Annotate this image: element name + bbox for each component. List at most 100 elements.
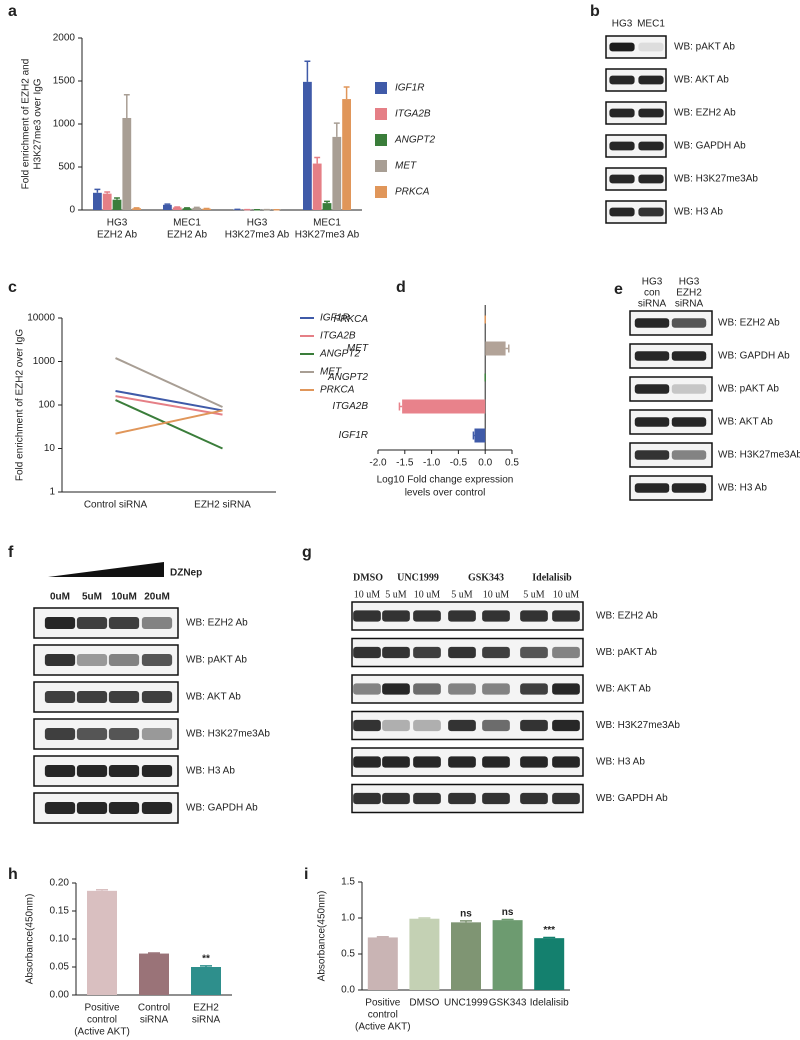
row-label: WB: H3 Ab [718, 483, 767, 494]
error-bar [94, 188, 101, 193]
row-label: WB: EZH2 Ab [186, 618, 248, 629]
y-tick-label: 1 [49, 487, 55, 498]
x-tick-label: GSK343 [489, 998, 527, 1009]
row-label: WB: EZH2 Ab [718, 318, 780, 329]
bar [163, 204, 172, 210]
blot-frame [605, 35, 667, 59]
lane-label: 5 uM [523, 589, 545, 600]
significance: ** [202, 954, 210, 965]
legend-label: IGF1R [395, 83, 424, 94]
band [520, 683, 548, 695]
band [76, 765, 108, 777]
bar [139, 953, 169, 995]
band [413, 683, 441, 695]
band [141, 728, 173, 740]
bar [534, 938, 565, 990]
bar [93, 192, 102, 210]
band [448, 646, 476, 659]
y-tick-label: ANGPT2 [327, 372, 368, 383]
band [609, 207, 635, 217]
bar [172, 207, 182, 210]
panel-letter: c [8, 279, 17, 296]
x-tick-label: EZH2 Ab [167, 230, 207, 241]
row-label: WB: H3K27me3Ab [186, 729, 270, 740]
row-label: WB: H3 Ab [596, 757, 645, 768]
lane-label: 5 uM [385, 589, 407, 600]
y-tick-label: ITGA2B [332, 401, 368, 412]
band [638, 42, 664, 52]
band [552, 610, 580, 622]
band [141, 654, 173, 666]
band [448, 756, 476, 768]
error-bar [114, 197, 120, 200]
band [141, 802, 173, 814]
band [671, 384, 707, 394]
bar [451, 922, 481, 990]
band [108, 802, 140, 814]
error-bar [543, 936, 556, 939]
panel-letter: e [614, 281, 623, 298]
legend-label: ANGPT2 [319, 349, 360, 360]
band [552, 683, 580, 695]
band [552, 719, 580, 732]
error-bar [398, 402, 403, 411]
y-tick-label: IGF1R [339, 430, 368, 441]
panel-letter: h [8, 866, 18, 883]
x-tick-label: MEC1 [313, 218, 341, 229]
lane-label: 5 uM [451, 589, 473, 600]
significance: ns [460, 909, 472, 920]
band [609, 174, 635, 184]
band [671, 351, 707, 361]
bar [191, 967, 221, 995]
y-tick-label: 1000 [53, 119, 76, 130]
band [353, 683, 381, 695]
row-label: WB: H3K27me3Ab [718, 450, 800, 461]
x-tick-label: Control siRNA [84, 500, 148, 511]
error-bar [123, 94, 130, 118]
row-label: WB: AKT Ab [674, 75, 729, 86]
band [638, 174, 664, 184]
x-tick-label: EZH2 Ab [97, 230, 137, 241]
y-tick-label: 0.05 [50, 962, 70, 973]
lane-label: HG3 [612, 19, 633, 30]
y-tick-label: PRKCA [334, 314, 369, 325]
band [634, 450, 670, 460]
band [353, 646, 381, 659]
bar [122, 117, 132, 210]
panel-letter: d [396, 279, 406, 296]
y-tick-label: 2000 [53, 33, 76, 44]
band [520, 792, 548, 805]
panel-letter: g [302, 544, 312, 561]
group-label: GSK343 [468, 572, 504, 583]
y-tick-label: 0.15 [50, 906, 70, 917]
row-label: WB: pAKT Ab [596, 647, 657, 658]
x-tick-label: -0.5 [450, 458, 468, 469]
band [141, 691, 173, 703]
panel-letter: b [590, 3, 600, 20]
x-tick-label: -1.5 [396, 458, 414, 469]
band [634, 318, 670, 328]
bar [192, 207, 202, 210]
x-axis-label: levels over control [405, 488, 486, 499]
error-bar [200, 965, 212, 967]
lane-label: HG3 [642, 277, 663, 288]
x-tick-label: Control [138, 1003, 170, 1014]
band [44, 802, 76, 814]
band [520, 719, 548, 732]
x-tick-label: Positive [84, 1003, 119, 1014]
x-tick-label: -2.0 [369, 458, 387, 469]
y-tick-label: 0.5 [341, 949, 355, 960]
error-bar [148, 952, 160, 954]
x-tick-label: HG3 [247, 218, 268, 229]
band [482, 683, 510, 695]
y-axis-label: H3K27me3 over IgG [33, 78, 44, 169]
band [520, 646, 548, 659]
significance: *** [543, 925, 555, 936]
band [634, 417, 670, 427]
lane-label: 10 uM [483, 589, 510, 600]
row-label: WB: GAPDH Ab [186, 803, 258, 814]
x-tick-label: EZH2 [193, 1003, 219, 1014]
band [448, 719, 476, 732]
series-line [115, 409, 223, 435]
row-label: WB: EZH2 Ab [596, 611, 658, 622]
